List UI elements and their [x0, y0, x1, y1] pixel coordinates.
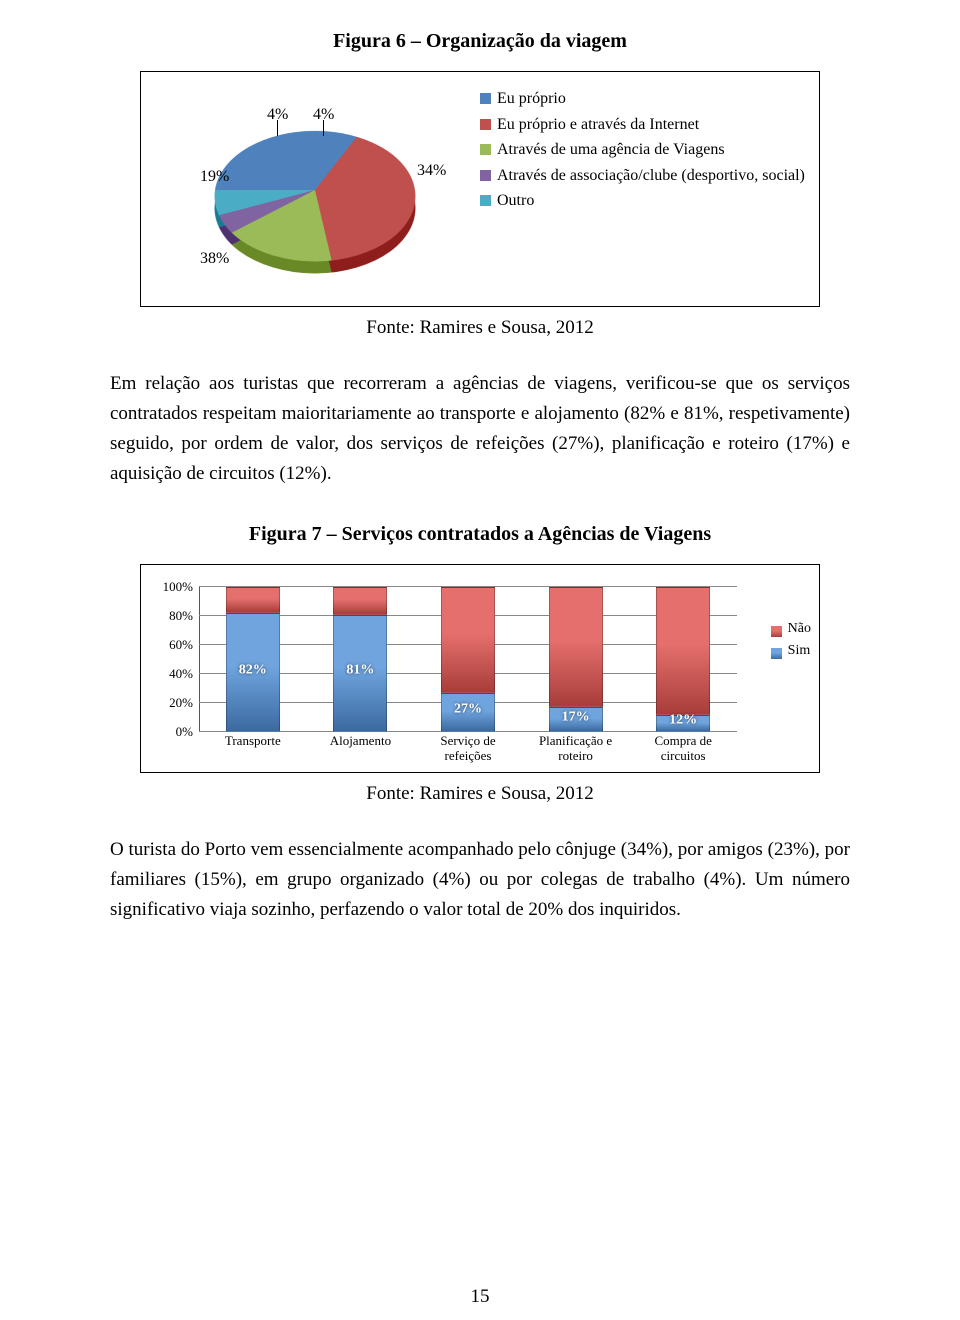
bar-segment-nao: [656, 587, 710, 715]
legend-label-nao: Não: [788, 621, 811, 637]
page-number: 15: [0, 1286, 960, 1308]
legend-swatch: [480, 170, 491, 181]
bar-value-label: 27%: [454, 702, 482, 718]
legend-swatch: [480, 93, 491, 104]
bar-value-label: 81%: [346, 663, 374, 679]
x-category-label: Transporte: [199, 732, 307, 764]
pie-legend-row: Eu próprio e através da Internet: [480, 114, 805, 136]
bar-slot: 81%: [307, 587, 415, 732]
bar-segment-nao: [226, 587, 280, 613]
bar-segment-sim: 82%: [226, 613, 280, 732]
bar-segment-sim: 12%: [656, 715, 710, 732]
pie-legend-row: Através de associação/clube (desportivo,…: [480, 165, 805, 187]
pie-legend-row: Outro: [480, 190, 805, 212]
pie-legend-row: Eu próprio: [480, 88, 805, 110]
x-category-label: Compra de circuitos: [629, 732, 737, 764]
y-tick-label: 100%: [153, 579, 193, 595]
paragraph-1: Em relação aos turistas que recorreram a…: [110, 369, 850, 489]
pie-leader-line: [277, 120, 278, 136]
bar-segment-nao: [333, 587, 387, 615]
figure6-source: Fonte: Ramires e Sousa, 2012: [110, 317, 850, 339]
bar-legend: Não Sim: [771, 621, 811, 665]
figure7-chart: 0% 20% 40% 60% 80% 100% 82% 81% 27% 17% 12% Trans…: [140, 564, 820, 773]
figure7-title: Figura 7 – Serviços contratados a Agênci…: [110, 523, 850, 546]
bar-stack: 12%: [656, 587, 710, 732]
bar-stack: 81%: [333, 587, 387, 732]
y-tick-label: 80%: [153, 608, 193, 624]
legend-label: Outro: [497, 190, 805, 212]
bar-segment-nao: [549, 587, 603, 707]
pie-pct-label: 34%: [417, 162, 446, 180]
bar-stack: 17%: [549, 587, 603, 732]
bar-segment-sim: 17%: [549, 707, 603, 732]
legend-label: Eu próprio e através da Internet: [497, 114, 805, 136]
pie-area: 34%38%19%4%4%: [155, 84, 460, 294]
bar-value-label: 12%: [669, 713, 697, 729]
bar-stack: 27%: [441, 587, 495, 732]
bar-value-label: 82%: [239, 662, 267, 678]
legend-swatch: [480, 119, 491, 130]
legend-swatch: [480, 144, 491, 155]
legend-label: Através de associação/clube (desportivo,…: [497, 165, 805, 187]
legend-label-sim: Sim: [788, 643, 811, 659]
x-category-label: Alojamento: [307, 732, 415, 764]
y-tick-label: 40%: [153, 666, 193, 682]
pie-pct-label: 19%: [200, 168, 229, 186]
legend-label: Através de uma agência de Viagens: [497, 139, 805, 161]
bar-slot: 82%: [199, 587, 307, 732]
y-tick-label: 0%: [153, 724, 193, 740]
pie-legend: Eu próprio Eu próprio e através da Intern…: [460, 84, 805, 216]
bar-value-label: 17%: [562, 709, 590, 725]
figure7-source: Fonte: Ramires e Sousa, 2012: [110, 783, 850, 805]
bar-segment-sim: 27%: [441, 693, 495, 732]
pie-leader-line: [323, 120, 324, 136]
bars-row: 82% 81% 27% 17% 12%: [199, 587, 737, 732]
x-category-label: Planificação e roteiro: [522, 732, 630, 764]
bar-slot: 12%: [629, 587, 737, 732]
bar-slot: 17%: [522, 587, 630, 732]
legend-swatch-sim: [771, 648, 782, 659]
pie-pct-label: 38%: [200, 250, 229, 268]
paragraph-2: O turista do Porto vem essencialmente ac…: [110, 835, 850, 925]
bar-slot: 27%: [414, 587, 522, 732]
legend-label: Eu próprio: [497, 88, 805, 110]
bar-plot: 0%20%40%60%80%100% 82%81%27%17%12% Trans…: [199, 579, 737, 764]
y-tick-label: 20%: [153, 695, 193, 711]
bar-segment-nao: [441, 587, 495, 693]
legend-swatch: [480, 195, 491, 206]
figure6-title: Figura 6 – Organização da viagem: [110, 30, 850, 53]
legend-swatch-nao: [771, 626, 782, 637]
x-category-label: Serviço de refeições: [414, 732, 522, 764]
y-tick-label: 60%: [153, 637, 193, 653]
x-categories: TransporteAlojamentoServiço de refeições…: [199, 732, 737, 764]
pie-legend-row: Através de uma agência de Viagens: [480, 139, 805, 161]
figure6-chart: 34%38%19%4%4% Eu próprioEu próprio e atr…: [140, 71, 820, 307]
bar-stack: 82%: [226, 587, 280, 732]
bar-segment-sim: 81%: [333, 615, 387, 732]
